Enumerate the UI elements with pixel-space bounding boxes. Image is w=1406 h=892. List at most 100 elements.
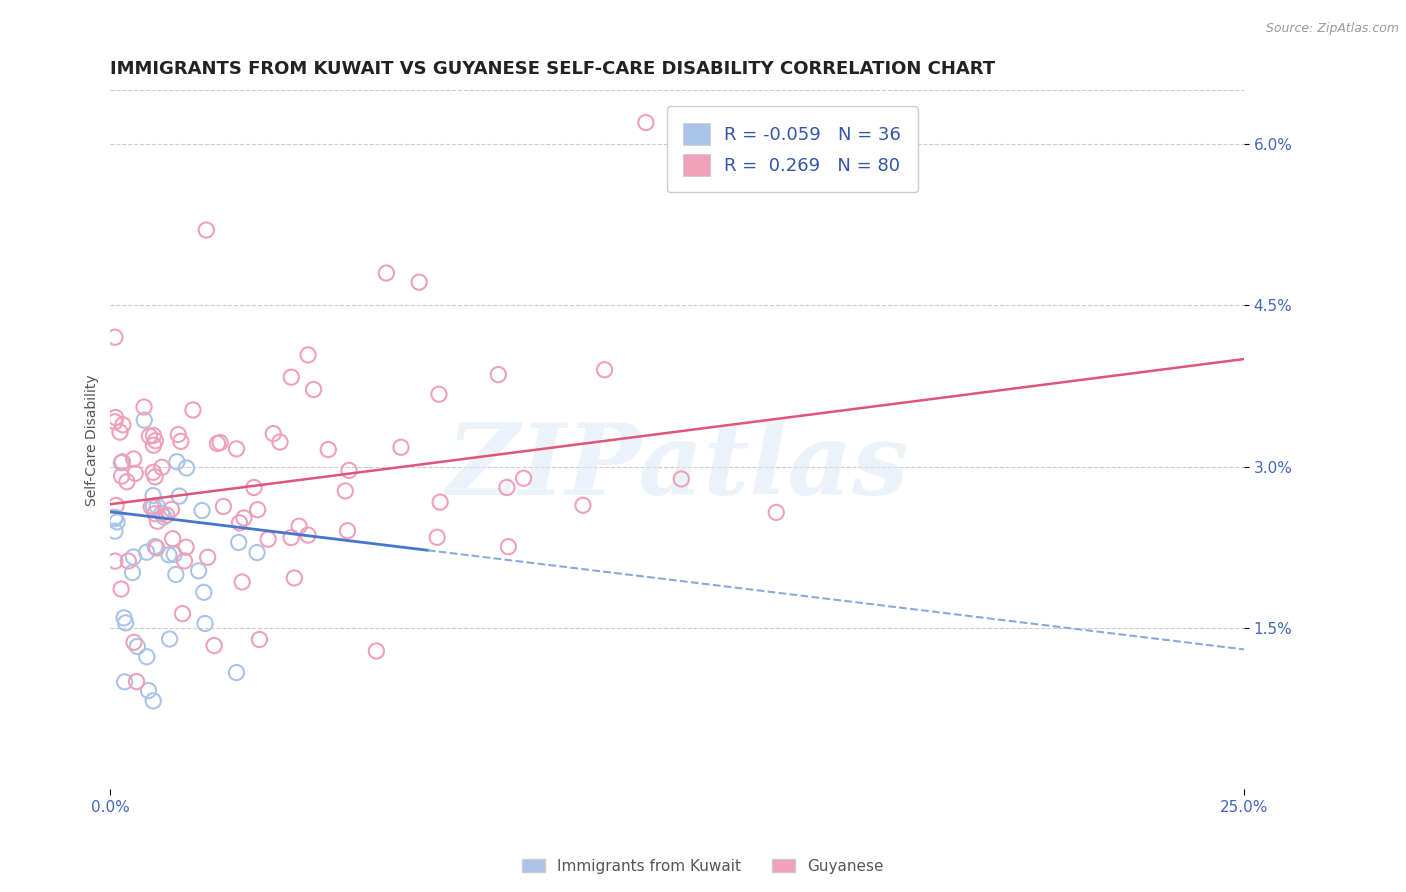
Point [110,456,132,470]
Point [262,426,284,441]
Point [212,500,235,514]
Point [143,507,166,521]
Point [427,387,450,401]
Point [145,541,167,555]
Point [269,435,291,450]
Point [498,540,520,554]
Point [593,363,616,377]
Point [366,644,388,658]
Point [257,533,280,547]
Text: IMMIGRANTS FROM KUWAIT VS GUYANESE SELF-CARE DISABILITY CORRELATION CHART: IMMIGRANTS FROM KUWAIT VS GUYANESE SELF-… [111,60,995,78]
Point [297,348,319,362]
Point [135,545,157,559]
Point [162,532,184,546]
Point [375,266,398,280]
Point [302,383,325,397]
Point [228,516,250,530]
Point [297,528,319,542]
Point [142,489,165,503]
Point [249,632,271,647]
Point [174,540,197,554]
Point [194,616,217,631]
Point [176,461,198,475]
Point [104,510,127,524]
Text: ZIPatlas: ZIPatlas [446,419,908,516]
Point [122,635,145,649]
Point [163,547,186,561]
Point [105,515,128,529]
Point [135,649,157,664]
Point [150,507,173,521]
Point [170,434,193,449]
Point [280,531,302,545]
Point [125,674,148,689]
Point [114,674,136,689]
Point [108,425,131,439]
Point [104,511,127,525]
Point [150,460,173,475]
Point [115,475,138,489]
Point [169,489,191,503]
Y-axis label: Self-Care Disability: Self-Care Disability [86,374,100,506]
Point [142,438,165,452]
Point [765,505,787,519]
Point [280,370,302,384]
Point [124,467,146,481]
Point [337,463,360,477]
Point [288,519,311,533]
Point [634,115,657,129]
Point [159,632,181,646]
Point [195,223,218,237]
Point [166,455,188,469]
Point [104,410,127,425]
Point [512,471,534,485]
Legend: R = -0.059   N = 36, R =  0.269   N = 80: R = -0.059 N = 36, R = 0.269 N = 80 [666,106,918,192]
Point [142,465,165,479]
Point [142,428,165,442]
Point [104,415,127,429]
Point [572,498,595,512]
Point [167,427,190,442]
Point [138,683,160,698]
Point [172,607,194,621]
Point [122,452,145,467]
Point [160,502,183,516]
Point [165,567,187,582]
Point [132,400,155,414]
Point [209,435,232,450]
Point [283,571,305,585]
Point [408,275,430,289]
Point [143,470,166,484]
Point [207,436,229,450]
Point [157,548,180,562]
Point [117,554,139,568]
Point [232,511,254,525]
Point [146,514,169,528]
Point [141,500,163,514]
Point [110,582,132,596]
Point [202,639,225,653]
Point [246,545,269,559]
Point [671,472,693,486]
Point [104,554,127,568]
Point [112,611,135,625]
Point [228,535,250,549]
Point [138,429,160,443]
Point [145,434,167,448]
Point [104,524,127,539]
Point [486,368,509,382]
Point [114,615,136,630]
Point [122,549,145,564]
Point [389,440,412,454]
Point [246,502,269,516]
Point [316,442,339,457]
Point [127,640,149,654]
Legend: Immigrants from Kuwait, Guyanese: Immigrants from Kuwait, Guyanese [516,853,890,880]
Point [231,574,253,589]
Point [173,554,195,568]
Point [187,564,209,578]
Point [429,495,451,509]
Point [153,509,176,524]
Point [143,540,166,554]
Point [111,417,134,432]
